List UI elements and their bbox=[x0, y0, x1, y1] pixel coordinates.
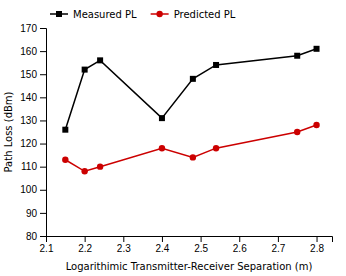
tick-label: 2.6 bbox=[233, 243, 247, 254]
tick-mark bbox=[40, 74, 46, 75]
axis-line bbox=[40, 29, 47, 237]
tick-label: 2.1 bbox=[40, 243, 54, 254]
tick-label: 150 bbox=[20, 69, 37, 80]
tick-mark bbox=[278, 236, 279, 242]
marker bbox=[213, 145, 219, 151]
tick-mark bbox=[40, 190, 46, 191]
series-group bbox=[62, 46, 320, 175]
marker bbox=[97, 57, 103, 63]
tick-label: 2.8 bbox=[310, 243, 324, 254]
tick-label: 80 bbox=[26, 231, 38, 242]
legend-label: Measured PL bbox=[73, 9, 137, 20]
tick-label: 2.5 bbox=[194, 243, 208, 254]
tick-label: 140 bbox=[20, 92, 37, 103]
marker bbox=[190, 154, 196, 160]
tick-mark bbox=[201, 236, 202, 242]
tick-label: 100 bbox=[20, 184, 37, 195]
marker bbox=[314, 46, 320, 52]
marker bbox=[313, 122, 319, 128]
marker bbox=[213, 62, 219, 68]
legend-marker bbox=[56, 11, 62, 17]
legend-marker bbox=[156, 11, 162, 17]
line bbox=[65, 49, 316, 130]
tick-label: 120 bbox=[20, 138, 37, 149]
marker bbox=[159, 115, 165, 121]
y-axis-title: Path Loss (dBm) bbox=[3, 91, 14, 172]
tick-mark bbox=[123, 236, 124, 242]
marker bbox=[294, 53, 300, 59]
legend-item: Measured PL bbox=[50, 9, 137, 20]
tick-mark bbox=[40, 167, 46, 168]
series bbox=[62, 122, 320, 175]
tick-mark bbox=[40, 144, 46, 145]
tick: 90 bbox=[26, 208, 46, 219]
tick: 2.3 bbox=[117, 236, 131, 254]
tick-label: 160 bbox=[20, 46, 37, 57]
marker bbox=[62, 127, 68, 133]
series bbox=[62, 46, 319, 133]
chart-container: 2.1 2.2 2.3 2.4 2.5 2.6 2.7 2.8 80 90 100 110 120 130… bbox=[0, 0, 346, 276]
tick-mark bbox=[85, 236, 86, 242]
tick: 120 bbox=[20, 138, 46, 149]
tick: 2.4 bbox=[155, 236, 169, 254]
tick-label: 2.3 bbox=[117, 243, 131, 254]
x-axis: 2.1 2.2 2.3 2.4 2.5 2.6 2.7 2.8 bbox=[40, 236, 333, 254]
marker bbox=[62, 157, 68, 163]
tick-mark bbox=[40, 97, 46, 98]
tick-label: 2.7 bbox=[271, 243, 285, 254]
legend: Measured PL Predicted PL bbox=[50, 9, 236, 20]
legend-label: Predicted PL bbox=[174, 9, 236, 20]
y-axis: 80 90 100 110 120 130 140 150 160 170 bbox=[20, 23, 46, 242]
tick-label: 110 bbox=[21, 161, 37, 172]
tick-mark bbox=[40, 51, 46, 52]
chart: 2.1 2.2 2.3 2.4 2.5 2.6 2.7 2.8 80 90 100 110 120 130… bbox=[0, 0, 346, 276]
tick: 2.1 bbox=[40, 236, 54, 254]
tick-mark bbox=[239, 236, 240, 242]
tick-label: 170 bbox=[20, 23, 37, 34]
marker bbox=[294, 129, 300, 135]
tick: 150 bbox=[20, 69, 46, 80]
tick: 2.5 bbox=[194, 236, 208, 254]
tick: 2.6 bbox=[233, 236, 247, 254]
marker bbox=[81, 168, 87, 174]
tick: 170 bbox=[20, 23, 46, 34]
tick: 130 bbox=[20, 115, 46, 126]
marker bbox=[82, 67, 88, 73]
tick: 2.2 bbox=[78, 236, 92, 254]
line bbox=[65, 125, 316, 171]
plot-area: 2.1 2.2 2.3 2.4 2.5 2.6 2.7 2.8 80 90 100 110 120 130… bbox=[20, 23, 332, 254]
marker bbox=[190, 76, 196, 82]
tick: 2.7 bbox=[271, 236, 285, 254]
marker bbox=[97, 163, 103, 169]
axis-line bbox=[47, 237, 333, 243]
tick-mark bbox=[40, 120, 46, 121]
tick: 110 bbox=[21, 161, 46, 172]
tick-mark bbox=[40, 213, 46, 214]
marker bbox=[159, 145, 165, 151]
tick-mark bbox=[317, 236, 318, 242]
x-axis-title: Logarithimic Transmitter-Receiver Separa… bbox=[66, 261, 313, 272]
tick: 160 bbox=[20, 46, 46, 57]
tick-mark bbox=[162, 236, 163, 242]
tick: 80 bbox=[26, 231, 46, 242]
tick: 2.8 bbox=[310, 236, 324, 254]
tick-label: 2.2 bbox=[78, 243, 92, 254]
tick-mark bbox=[40, 236, 46, 237]
tick-label: 2.4 bbox=[155, 243, 169, 254]
tick: 100 bbox=[20, 184, 46, 195]
tick-mark bbox=[40, 28, 46, 29]
tick-label: 130 bbox=[20, 115, 37, 126]
tick-label: 90 bbox=[26, 208, 38, 219]
tick: 140 bbox=[20, 92, 46, 103]
legend-item: Predicted PL bbox=[151, 9, 236, 20]
